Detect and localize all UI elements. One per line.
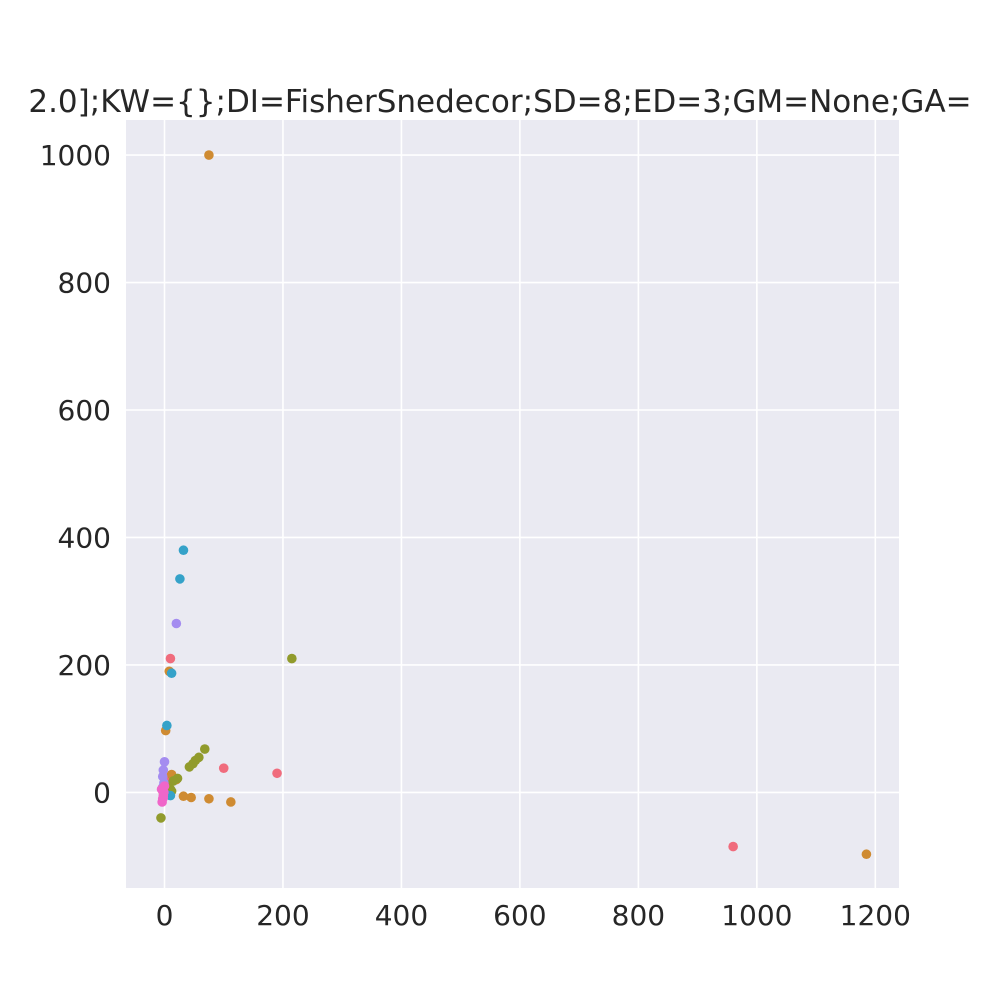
scatter-point	[178, 545, 189, 556]
y-tick-label: 800	[58, 267, 111, 300]
chart-title: 2.0];KW={};DI=FisherSnedecor;SD=8;ED=3;G…	[28, 84, 971, 120]
scatter-point	[168, 776, 179, 786]
plot-background	[126, 120, 899, 888]
x-tick-label: 600	[493, 899, 546, 932]
scatter-point	[162, 720, 172, 731]
scatter-point	[178, 791, 189, 802]
y-axis-ticks: 0 200 400 600 800 1000	[40, 139, 111, 809]
x-tick-label: 200	[256, 899, 309, 932]
scatter-point	[861, 849, 872, 860]
x-tick-label: 0	[156, 899, 174, 932]
x-tick-label: 400	[375, 899, 428, 932]
scatter-point	[157, 785, 168, 796]
x-tick-label: 1200	[840, 899, 911, 932]
scatter-point	[184, 762, 195, 772]
y-tick-label: 1000	[40, 139, 111, 172]
scatter-point	[156, 813, 166, 823]
scatter-point	[199, 744, 210, 754]
x-axis-ticks: 0 200 400 600 800 1000 1200	[156, 899, 911, 932]
scatter-point	[204, 793, 214, 804]
scatter-point	[171, 618, 182, 629]
scatter-point	[728, 841, 738, 852]
scatter-point	[218, 763, 229, 773]
scatter-point	[226, 797, 236, 807]
x-tick-label: 1000	[721, 899, 792, 932]
data-points	[156, 150, 872, 860]
x-tick-label: 800	[612, 899, 665, 932]
scatter-point	[166, 668, 177, 679]
scatter-point	[158, 792, 169, 803]
scatter-point	[186, 792, 196, 803]
y-tick-label: 600	[58, 394, 111, 427]
grid-lines	[126, 120, 899, 888]
y-tick-label: 200	[58, 649, 111, 682]
scatter-point	[175, 574, 185, 584]
y-tick-label: 0	[93, 776, 111, 809]
y-tick-label: 400	[58, 521, 111, 554]
scatter-point	[287, 653, 297, 664]
scatter-point	[204, 150, 214, 160]
scatter-point	[165, 653, 176, 664]
scatter-point	[159, 757, 170, 767]
scatter-point	[272, 768, 282, 779]
